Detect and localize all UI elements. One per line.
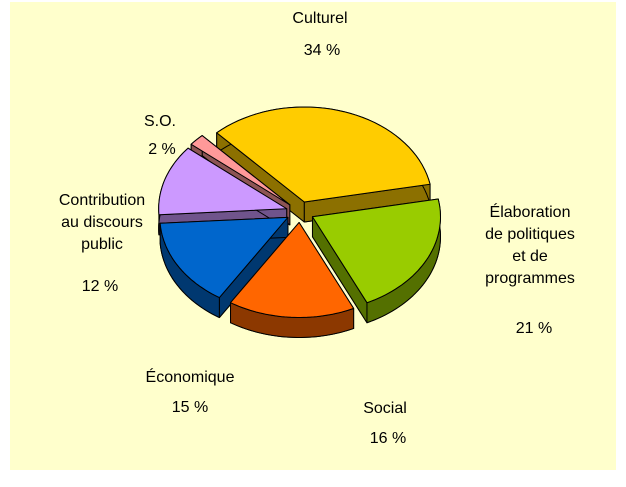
slice-label: Culturel bbox=[292, 10, 348, 27]
value-label: 2 % bbox=[148, 141, 176, 158]
value-label: 34 % bbox=[303, 42, 341, 59]
slice bbox=[311, 198, 441, 304]
value-label: 15 % bbox=[171, 399, 209, 416]
slice bbox=[158, 147, 288, 216]
value-label: 12 % bbox=[81, 278, 119, 295]
value-label: 21 % bbox=[515, 320, 553, 337]
value-label: 16 % bbox=[369, 430, 407, 447]
slice-label: S.O. bbox=[143, 113, 177, 130]
slice bbox=[230, 221, 355, 318]
slice-label: Économique bbox=[145, 369, 235, 386]
slice-label: Élaboration de politiques et de programm… bbox=[485, 204, 575, 287]
slice bbox=[216, 106, 431, 203]
slice bbox=[190, 135, 291, 206]
slice bbox=[159, 216, 289, 299]
slice-label: Social bbox=[363, 400, 407, 417]
slice-label: Contribution au discours public bbox=[58, 192, 146, 253]
